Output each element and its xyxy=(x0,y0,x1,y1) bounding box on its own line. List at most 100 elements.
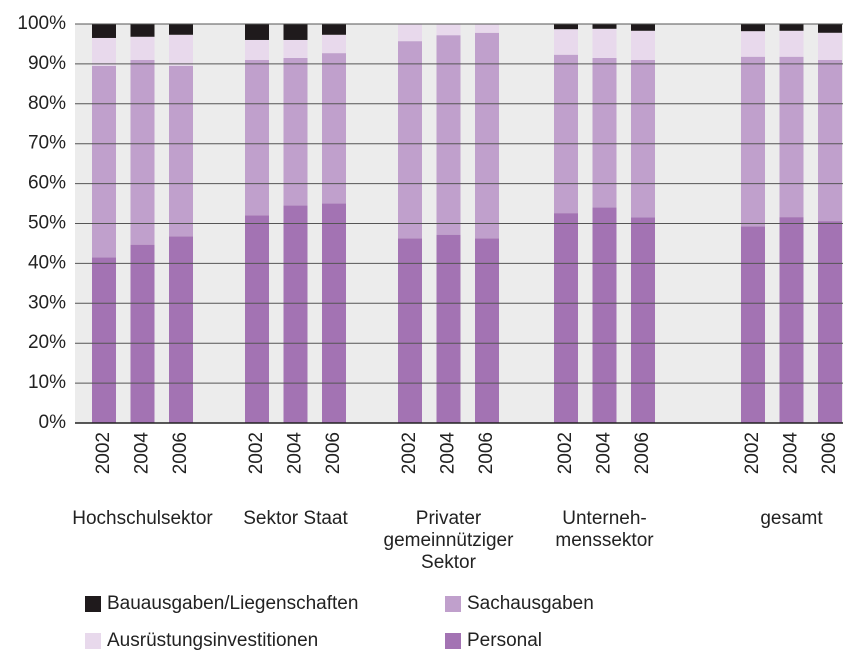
bar-segment xyxy=(592,207,617,423)
x-tick-label: 2006 xyxy=(323,432,344,474)
bar-segment xyxy=(322,24,346,35)
bar-segment xyxy=(130,24,155,37)
group-label: Unterneh- xyxy=(562,508,647,529)
bar-segment xyxy=(322,203,346,423)
x-tick-label: 2004 xyxy=(285,432,306,475)
bar-segment xyxy=(818,59,842,222)
bar-segment xyxy=(779,56,804,218)
x-tick-label: 2006 xyxy=(476,432,497,474)
legend-swatch xyxy=(85,596,101,612)
legend-label: Bauausgaben/Liegenschaften xyxy=(107,593,358,614)
y-tick-label: 30% xyxy=(28,292,66,313)
bar-segment xyxy=(283,205,308,423)
x-tick-label: 2004 xyxy=(594,432,615,475)
bar-segment xyxy=(475,32,499,239)
group-label: Sektor xyxy=(421,552,477,573)
group-label: menssektor xyxy=(555,530,654,551)
bar-segment xyxy=(169,34,193,66)
y-tick-label: 60% xyxy=(28,173,66,194)
bar-segment xyxy=(779,217,804,423)
bar-segment xyxy=(475,24,499,33)
bar-segment xyxy=(554,24,578,30)
x-tick-label: 2006 xyxy=(819,432,840,474)
legend-label: Personal xyxy=(467,630,542,651)
bar-segment xyxy=(245,24,269,40)
group-label: Sektor Staat xyxy=(243,508,348,529)
bar-segment xyxy=(631,30,655,60)
x-tick-label: 2002 xyxy=(93,432,114,474)
x-tick-label: 2006 xyxy=(632,432,653,474)
group-label: gesamt xyxy=(760,508,823,529)
bar-segment xyxy=(398,24,422,42)
bar-segment xyxy=(398,41,422,239)
bar-segment xyxy=(245,215,269,423)
bar-segment xyxy=(818,24,842,33)
bar-segment xyxy=(322,34,346,54)
y-tick-label: 70% xyxy=(28,133,66,154)
group-label: Hochschulsektor xyxy=(72,508,213,529)
legend-label: Sachausgaben xyxy=(467,593,594,614)
bar-segment xyxy=(741,226,765,423)
bar-segment xyxy=(130,59,155,245)
bar-segment xyxy=(818,32,842,60)
bar-segment xyxy=(92,24,116,38)
bar-segment xyxy=(554,54,578,214)
legend-swatch xyxy=(445,633,461,649)
x-tick-label: 2004 xyxy=(438,432,459,475)
bar-segment xyxy=(779,24,804,31)
bar-segment xyxy=(779,30,804,57)
bar-segment xyxy=(92,65,116,258)
legend-swatch xyxy=(445,596,461,612)
bar-segment xyxy=(245,59,269,216)
bar-segment xyxy=(631,217,655,423)
x-tick-label: 2002 xyxy=(246,432,267,474)
x-tick-label: 2002 xyxy=(742,432,763,474)
bar-segment xyxy=(436,234,461,423)
bar-segment xyxy=(436,35,461,235)
y-tick-label: 100% xyxy=(17,13,66,34)
bar-segment xyxy=(741,31,765,57)
bar-segment xyxy=(92,257,116,423)
y-tick-label: 0% xyxy=(39,412,67,433)
x-tick-label: 2004 xyxy=(781,432,802,475)
bar-segment xyxy=(283,39,308,58)
bar-segment xyxy=(741,24,765,32)
y-tick-label: 20% xyxy=(28,332,66,353)
bar-segment xyxy=(283,24,308,40)
bar-segment xyxy=(92,37,116,66)
x-tick-label: 2002 xyxy=(555,432,576,474)
bar-segment xyxy=(245,39,269,60)
bar-segment xyxy=(631,59,655,218)
bar-segment xyxy=(322,53,346,204)
bar-segment xyxy=(554,29,578,55)
x-tick-label: 2002 xyxy=(399,432,420,474)
y-tick-label: 40% xyxy=(28,252,66,273)
group-label: gemeinnütziger xyxy=(384,530,515,551)
bar-segment xyxy=(592,24,617,29)
bar-segment xyxy=(283,57,308,206)
y-tick-label: 90% xyxy=(28,53,66,74)
y-tick-label: 50% xyxy=(28,213,66,234)
bar-segment xyxy=(169,65,193,237)
bar-segment xyxy=(130,36,155,60)
bar-segment xyxy=(130,244,155,423)
legend-label: Ausrüstungsinvestitionen xyxy=(107,630,318,651)
y-tick-label: 80% xyxy=(28,93,66,114)
bar-segment xyxy=(631,24,655,31)
x-tick-label: 2006 xyxy=(170,432,191,474)
bar-segment xyxy=(475,238,499,423)
bar-segment xyxy=(592,57,617,208)
bar-segment xyxy=(741,56,765,227)
bar-segment xyxy=(554,213,578,423)
bar-segment xyxy=(169,236,193,423)
bar-segment xyxy=(592,28,617,58)
bar-segment xyxy=(398,238,422,423)
bar-segment xyxy=(169,24,193,35)
bar-segment xyxy=(818,221,842,423)
x-tick-label: 2004 xyxy=(132,432,153,475)
y-tick-label: 10% xyxy=(28,372,66,393)
legend-swatch xyxy=(85,633,101,649)
bar-segment xyxy=(436,24,461,36)
group-label: Privater xyxy=(416,508,482,529)
